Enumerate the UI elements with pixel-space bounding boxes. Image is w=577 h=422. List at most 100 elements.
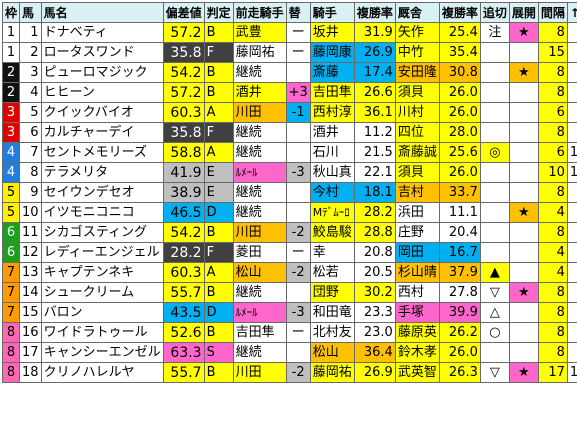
- kishu-fuku-cell: 11.2: [353, 122, 396, 143]
- hantei-cell: B: [203, 82, 234, 103]
- hensa-cell: 52.6: [162, 322, 205, 343]
- hensa-cell: 28.2: [162, 242, 205, 263]
- kyusha-cell: 藤原英: [394, 322, 440, 343]
- kishu-cell: 松山: [309, 342, 355, 363]
- kyusha-cell: 吉村: [394, 182, 440, 203]
- up-cell: 8: [566, 242, 577, 263]
- zen-kishu-cell: 川田: [232, 362, 287, 383]
- kishu-cell: 松若: [309, 262, 355, 283]
- col-header-hensa: 偏差値: [162, 2, 205, 23]
- kishu-cell: 坂井: [309, 22, 355, 43]
- oikiri-mark: [479, 202, 510, 223]
- tenkai-star-icon: ★: [508, 62, 539, 83]
- kankaku-cell: 17: [537, 362, 568, 383]
- kishu-fuku-cell: 20.5: [353, 262, 396, 283]
- kyusha-cell: 斎藤誠: [394, 142, 440, 163]
- kishu-cell: 今村: [309, 182, 355, 203]
- col-header-zen-kishu: 前走騎手: [232, 2, 287, 23]
- kankaku-cell: 4: [537, 262, 568, 283]
- up-cell: 1: [566, 82, 577, 103]
- tenkai-cell: [508, 162, 539, 183]
- kishu-fuku-cell: 30.2: [353, 282, 396, 303]
- kae-cell: ー: [285, 22, 311, 43]
- kankaku-cell: 15: [537, 42, 568, 63]
- waku-cell: 3: [1, 122, 21, 143]
- kae-cell: [285, 62, 311, 83]
- kishu-cell: 藤岡祐: [309, 362, 355, 383]
- zen-kishu-cell: 吉田隼: [232, 322, 287, 343]
- kankaku-cell: 10: [537, 162, 568, 183]
- tenkai-cell: [508, 102, 539, 123]
- kyusha-cell: 杉山晴: [394, 262, 440, 283]
- kishu-cell: 団野: [309, 282, 355, 303]
- waku-cell: 7: [1, 302, 21, 323]
- kae-cell: [285, 122, 311, 143]
- uma-cell: 1: [19, 22, 42, 43]
- hantei-cell: B: [203, 322, 234, 343]
- hantei-cell: B: [203, 362, 234, 383]
- table-row: 4 7 セントメモリーズ 58.8 A 継続 石川 21.5 斎藤誠 25.6 …: [1, 142, 577, 163]
- col-header-tenkai: 展開: [508, 2, 539, 23]
- kishu-fuku-cell: 18.1: [353, 182, 396, 203]
- hantei-cell: B: [203, 22, 234, 43]
- kae-cell: -3: [285, 162, 311, 183]
- uma-cell: 17: [19, 342, 42, 363]
- waku-cell: 2: [1, 82, 21, 103]
- horse-name-cell: レディーエンジェル: [40, 242, 164, 263]
- zen-kishu-cell: ﾙﾒｰﾙ: [232, 162, 287, 183]
- hantei-cell: B: [203, 62, 234, 83]
- table-row: 4 8 テラメリタ 41.9 E ﾙﾒｰﾙ -3 秋山真 22.1 須貝 26.…: [1, 162, 577, 183]
- hantei-cell: B: [203, 282, 234, 303]
- kishu-fuku-cell: 28.2: [353, 202, 396, 223]
- col-header-kyusha-fuku: 複勝率: [438, 2, 481, 23]
- tenkai-cell: [508, 142, 539, 163]
- table-row: 1 2 ロータスワンド 35.8 F 藤岡祐 ー 藤岡康 26.9 中竹 35.…: [1, 42, 577, 63]
- table-row: 5 10 イツモニコニコ 46.5 D 継続 Mﾃﾞﾑｰﾛ 28.2 浜田 11…: [1, 202, 577, 223]
- up-cell: 2: [566, 22, 577, 43]
- kishu-cell: 幸: [309, 242, 355, 263]
- up-cell: 13: [566, 162, 577, 183]
- horse-name-cell: セイウンデセオ: [40, 182, 164, 203]
- kishu-cell: 西村淳: [309, 102, 355, 123]
- table-row: 8 18 クリノハレルヤ 55.7 B 川田 -2 藤岡祐 26.9 武英智 2…: [1, 362, 577, 383]
- kyusha-fuku-cell: 27.8: [438, 282, 481, 303]
- kishu-fuku-cell: 36.1: [353, 102, 396, 123]
- hensa-cell: 55.7: [162, 362, 205, 383]
- kae-cell: ー: [285, 242, 311, 263]
- kankaku-cell: 8: [537, 182, 568, 203]
- kyusha-cell: 中竹: [394, 42, 440, 63]
- up-cell: 1: [566, 102, 577, 123]
- oikiri-mark: ◎: [479, 142, 510, 163]
- table-row: 6 12 レディーエンジェル 28.2 F 菱田 ー 幸 20.8 岡田 16.…: [1, 242, 577, 263]
- horse-name-cell: テラメリタ: [40, 162, 164, 183]
- kyusha-fuku-cell: 26.0: [438, 102, 481, 123]
- waku-cell: 2: [1, 62, 21, 83]
- kyusha-fuku-cell: 11.1: [438, 202, 481, 223]
- col-header-uma: 馬: [19, 2, 42, 23]
- waku-cell: 1: [1, 42, 21, 63]
- kishu-fuku-cell: 31.9: [353, 22, 396, 43]
- uma-cell: 16: [19, 322, 42, 343]
- race-table: 枠 馬 馬名 偏差値 判定 前走騎手 替 騎手 複勝率 厩舎 複勝率 追切 展開…: [1, 2, 577, 383]
- kae-cell: [285, 282, 311, 303]
- table-row: 8 17 キャンシーエンゼル 63.3 S 継続 松山 36.4 鈴木孝 26.…: [1, 342, 577, 363]
- hantei-cell: F: [203, 242, 234, 263]
- up-cell: 11: [566, 362, 577, 383]
- zen-kishu-cell: 継続: [232, 182, 287, 203]
- kae-cell: ー: [285, 322, 311, 343]
- waku-cell: 5: [1, 182, 21, 203]
- kishu-cell: 斎藤: [309, 62, 355, 83]
- kyusha-cell: 川村: [394, 102, 440, 123]
- oikiri-mark: [479, 242, 510, 263]
- kyusha-fuku-cell: 25.4: [438, 22, 481, 43]
- tenkai-star-icon: ★: [508, 282, 539, 303]
- tenkai-cell: [508, 302, 539, 323]
- col-header-kankaku: 間隔: [537, 2, 568, 23]
- kyusha-cell: 岡田: [394, 242, 440, 263]
- zen-kishu-cell: ﾙﾒｰﾙ: [232, 302, 287, 323]
- kyusha-cell: 西村: [394, 282, 440, 303]
- oikiri-mark: [479, 82, 510, 103]
- hensa-cell: 55.7: [162, 282, 205, 303]
- horse-name-cell: カルチャーデイ: [40, 122, 164, 143]
- zen-kishu-cell: 継続: [232, 122, 287, 143]
